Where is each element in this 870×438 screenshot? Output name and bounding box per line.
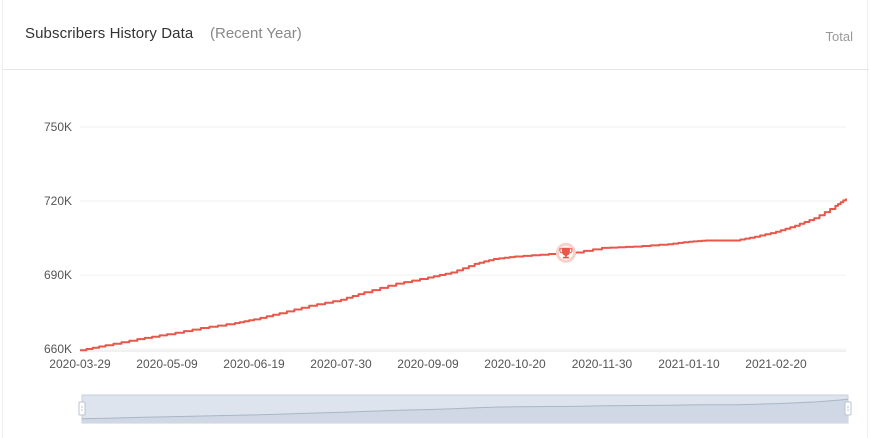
total-toggle[interactable]: Total: [825, 29, 853, 44]
x-tick-label: 2020-11-30: [572, 357, 633, 371]
y-tick-label: 690K: [44, 268, 72, 282]
x-tick-label: 2021-01-10: [658, 357, 720, 371]
chart-subtitle: (Recent Year): [210, 25, 302, 42]
x-tick-label: 2020-05-09: [136, 357, 198, 371]
chart-title: Subscribers History Data: [25, 25, 194, 42]
y-tick-label: 660K: [44, 342, 72, 356]
x-tick-label: 2020-09-09: [397, 357, 459, 371]
zoom-handle-left[interactable]: [78, 401, 86, 416]
trophy-handles: [559, 248, 573, 254]
trophy-icon: [559, 247, 573, 259]
subscribers-series-line: [80, 198, 847, 352]
zoom-preview-line: [81, 398, 849, 420]
x-tick-label: 2020-06-19: [223, 357, 285, 371]
x-tick-label: 2020-03-29: [49, 357, 111, 371]
trophy-cup: [561, 247, 570, 256]
trophy-stem: [564, 254, 567, 257]
zoom-handle-right[interactable]: [844, 401, 852, 416]
x-tick-label: 2020-10-20: [484, 357, 546, 371]
y-tick-label: 750K: [44, 120, 72, 134]
card-header: Subscribers History Data (Recent Year) T…: [3, 0, 869, 70]
zoom-preview-area: [82, 399, 848, 423]
y-tick-label: 720K: [44, 194, 72, 208]
x-tick-label: 2021-02-20: [745, 357, 807, 371]
trophy-base: [562, 256, 569, 259]
x-tick-label: 2020-07-30: [310, 357, 372, 371]
